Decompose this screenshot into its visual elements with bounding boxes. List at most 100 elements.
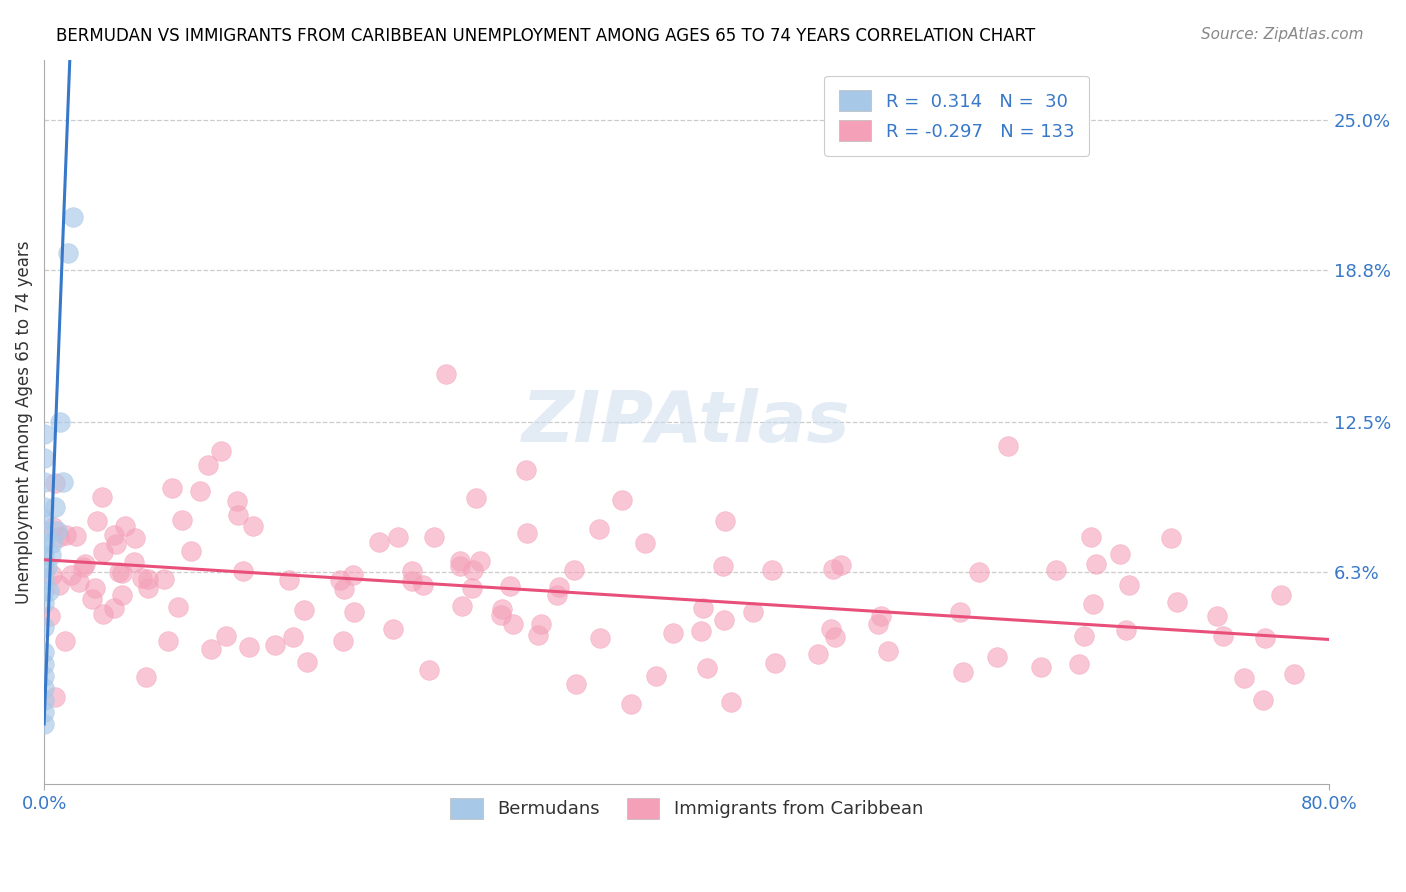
- Point: [153, 572, 176, 586]
- Point: [499, 579, 522, 593]
- Point: [1166, 595, 1188, 609]
- Point: [108, 565, 131, 579]
- Point: [434, 367, 457, 381]
- Point: [103, 528, 125, 542]
- Point: [451, 599, 474, 614]
- Point: [294, 603, 316, 617]
- Point: [131, 571, 153, 585]
- Point: [463, 563, 485, 577]
- Point: [58, 246, 80, 260]
- Point: [55, 528, 77, 542]
- Point: [84, 582, 107, 596]
- Point: [39, 548, 62, 562]
- Point: [32, 500, 55, 514]
- Point: [1073, 629, 1095, 643]
- Point: [42, 520, 65, 534]
- Point: [48, 578, 70, 592]
- Point: [82, 591, 104, 606]
- Point: [180, 544, 202, 558]
- Point: [382, 622, 405, 636]
- Point: [401, 574, 423, 588]
- Point: [329, 574, 352, 588]
- Point: [32, 560, 55, 574]
- Point: [387, 530, 409, 544]
- Point: [1108, 547, 1130, 561]
- Point: [32, 669, 55, 683]
- Point: [41, 567, 63, 582]
- Point: [103, 600, 125, 615]
- Point: [1233, 671, 1256, 685]
- Point: [32, 620, 55, 634]
- Legend: Bermudans, Immigrants from Caribbean: Bermudans, Immigrants from Caribbean: [443, 791, 931, 826]
- Point: [136, 581, 159, 595]
- Point: [821, 562, 844, 576]
- Point: [530, 617, 553, 632]
- Point: [343, 605, 366, 619]
- Point: [263, 638, 285, 652]
- Point: [162, 481, 184, 495]
- Point: [342, 567, 364, 582]
- Point: [1045, 563, 1067, 577]
- Point: [48, 530, 70, 544]
- Point: [763, 657, 786, 671]
- Point: [41, 536, 63, 550]
- Point: [634, 535, 657, 549]
- Point: [949, 605, 972, 619]
- Point: [44, 475, 66, 490]
- Point: [32, 644, 55, 658]
- Point: [491, 602, 513, 616]
- Point: [200, 641, 222, 656]
- Point: [412, 578, 434, 592]
- Point: [696, 661, 718, 675]
- Point: [461, 581, 484, 595]
- Point: [969, 565, 991, 579]
- Point: [516, 525, 538, 540]
- Point: [368, 534, 391, 549]
- Point: [470, 554, 492, 568]
- Point: [824, 630, 846, 644]
- Text: Source: ZipAtlas.com: Source: ZipAtlas.com: [1201, 27, 1364, 42]
- Point: [156, 634, 179, 648]
- Point: [73, 557, 96, 571]
- Point: [197, 458, 219, 472]
- Point: [952, 665, 974, 680]
- Point: [332, 582, 354, 596]
- Point: [1282, 666, 1305, 681]
- Point: [418, 663, 440, 677]
- Point: [32, 511, 55, 525]
- Text: BERMUDAN VS IMMIGRANTS FROM CARIBBEAN UNEMPLOYMENT AMONG AGES 65 TO 74 YEARS COR: BERMUDAN VS IMMIGRANTS FROM CARIBBEAN UN…: [56, 27, 1035, 45]
- Point: [32, 451, 55, 466]
- Point: [60, 568, 83, 582]
- Point: [986, 650, 1008, 665]
- Point: [49, 415, 72, 429]
- Point: [332, 634, 354, 648]
- Point: [295, 655, 318, 669]
- Point: [868, 616, 890, 631]
- Point: [491, 607, 513, 622]
- Point: [232, 564, 254, 578]
- Point: [135, 670, 157, 684]
- Point: [1069, 657, 1091, 671]
- Point: [32, 475, 55, 490]
- Point: [713, 613, 735, 627]
- Point: [91, 607, 114, 621]
- Point: [588, 632, 610, 646]
- Point: [32, 584, 55, 599]
- Point: [32, 536, 55, 550]
- Point: [72, 560, 94, 574]
- Point: [527, 627, 550, 641]
- Point: [830, 558, 852, 572]
- Point: [215, 629, 238, 643]
- Point: [124, 531, 146, 545]
- Point: [1081, 597, 1104, 611]
- Point: [1270, 589, 1292, 603]
- Point: [449, 554, 471, 568]
- Point: [1254, 631, 1277, 645]
- Point: [62, 210, 84, 224]
- Point: [52, 475, 75, 490]
- Point: [44, 500, 66, 514]
- Point: [820, 623, 842, 637]
- Point: [32, 681, 55, 695]
- Point: [465, 491, 488, 505]
- Point: [1160, 531, 1182, 545]
